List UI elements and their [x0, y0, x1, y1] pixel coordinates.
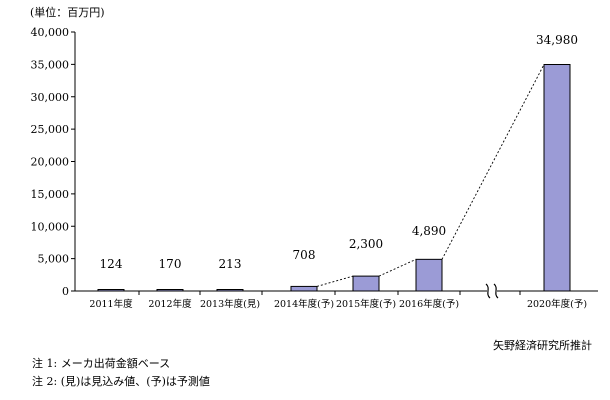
value-label: 34,980 [536, 33, 578, 47]
category-label: 2016年度(予) [399, 298, 459, 310]
bar [290, 285, 318, 292]
bar [415, 258, 443, 292]
category-label: 2013年度(見) [200, 298, 260, 310]
trend-line [316, 64, 545, 287]
y-tick-label: 15,000 [31, 188, 70, 201]
note-1: 注 1: メーカ出荷金額ベース [32, 357, 171, 370]
y-tick-label: 40,000 [31, 26, 70, 39]
y-tick-label: 25,000 [31, 123, 70, 136]
trend-segment [316, 275, 354, 287]
trend-segment [441, 64, 545, 260]
value-label: 213 [219, 257, 242, 271]
y-axis: 0 5,000 10,000 15,000 20,000 25,000 30,000 35,0… [31, 26, 76, 298]
bar [352, 275, 380, 292]
category-label: 2015年度(予) [336, 298, 396, 310]
unit-label: (単位：百万円) [30, 5, 105, 19]
y-tick-label: 10,000 [31, 220, 70, 233]
category-label: 2020年度(予) [527, 298, 587, 310]
category-label: 2012年度 [148, 298, 192, 310]
value-labels: 124 170 213 708 2,300 4,890 34,980 [100, 33, 578, 271]
bar [543, 64, 571, 292]
value-label: 124 [100, 257, 123, 271]
bar [97, 289, 125, 292]
value-label: 4,890 [412, 224, 446, 238]
bar [156, 289, 184, 292]
value-label: 170 [159, 257, 182, 271]
value-label: 708 [293, 248, 316, 262]
bar [216, 289, 244, 292]
y-tick-label: 0 [62, 285, 69, 298]
x-axis [75, 283, 598, 299]
axis-break-gap [487, 283, 497, 299]
axis-break-mark [493, 283, 499, 299]
bar-chart: (単位：百万円) 0 5,000 10,000 15,000 20,000 25,000 3… [30, 5, 598, 310]
y-tick-label: 5,000 [38, 253, 70, 266]
note-2: 注 2: (見)は見込み値、(予)は予測値 [32, 375, 210, 388]
source-note: 矢野経済研究所推計 [493, 339, 592, 352]
bars [97, 64, 571, 292]
axis-break-mark [485, 283, 491, 299]
category-labels: 2011年度 2012年度 2013年度(見) 2014年度(予) 2015年度(予) 2… [89, 298, 587, 310]
category-label: 2014年度(予) [274, 298, 334, 310]
trend-segment [378, 258, 417, 277]
y-tick-label: 20,000 [31, 156, 70, 169]
category-label: 2011年度 [89, 298, 133, 310]
y-tick-label: 30,000 [31, 91, 70, 104]
value-label: 2,300 [349, 237, 383, 251]
y-tick-label: 35,000 [31, 58, 70, 71]
